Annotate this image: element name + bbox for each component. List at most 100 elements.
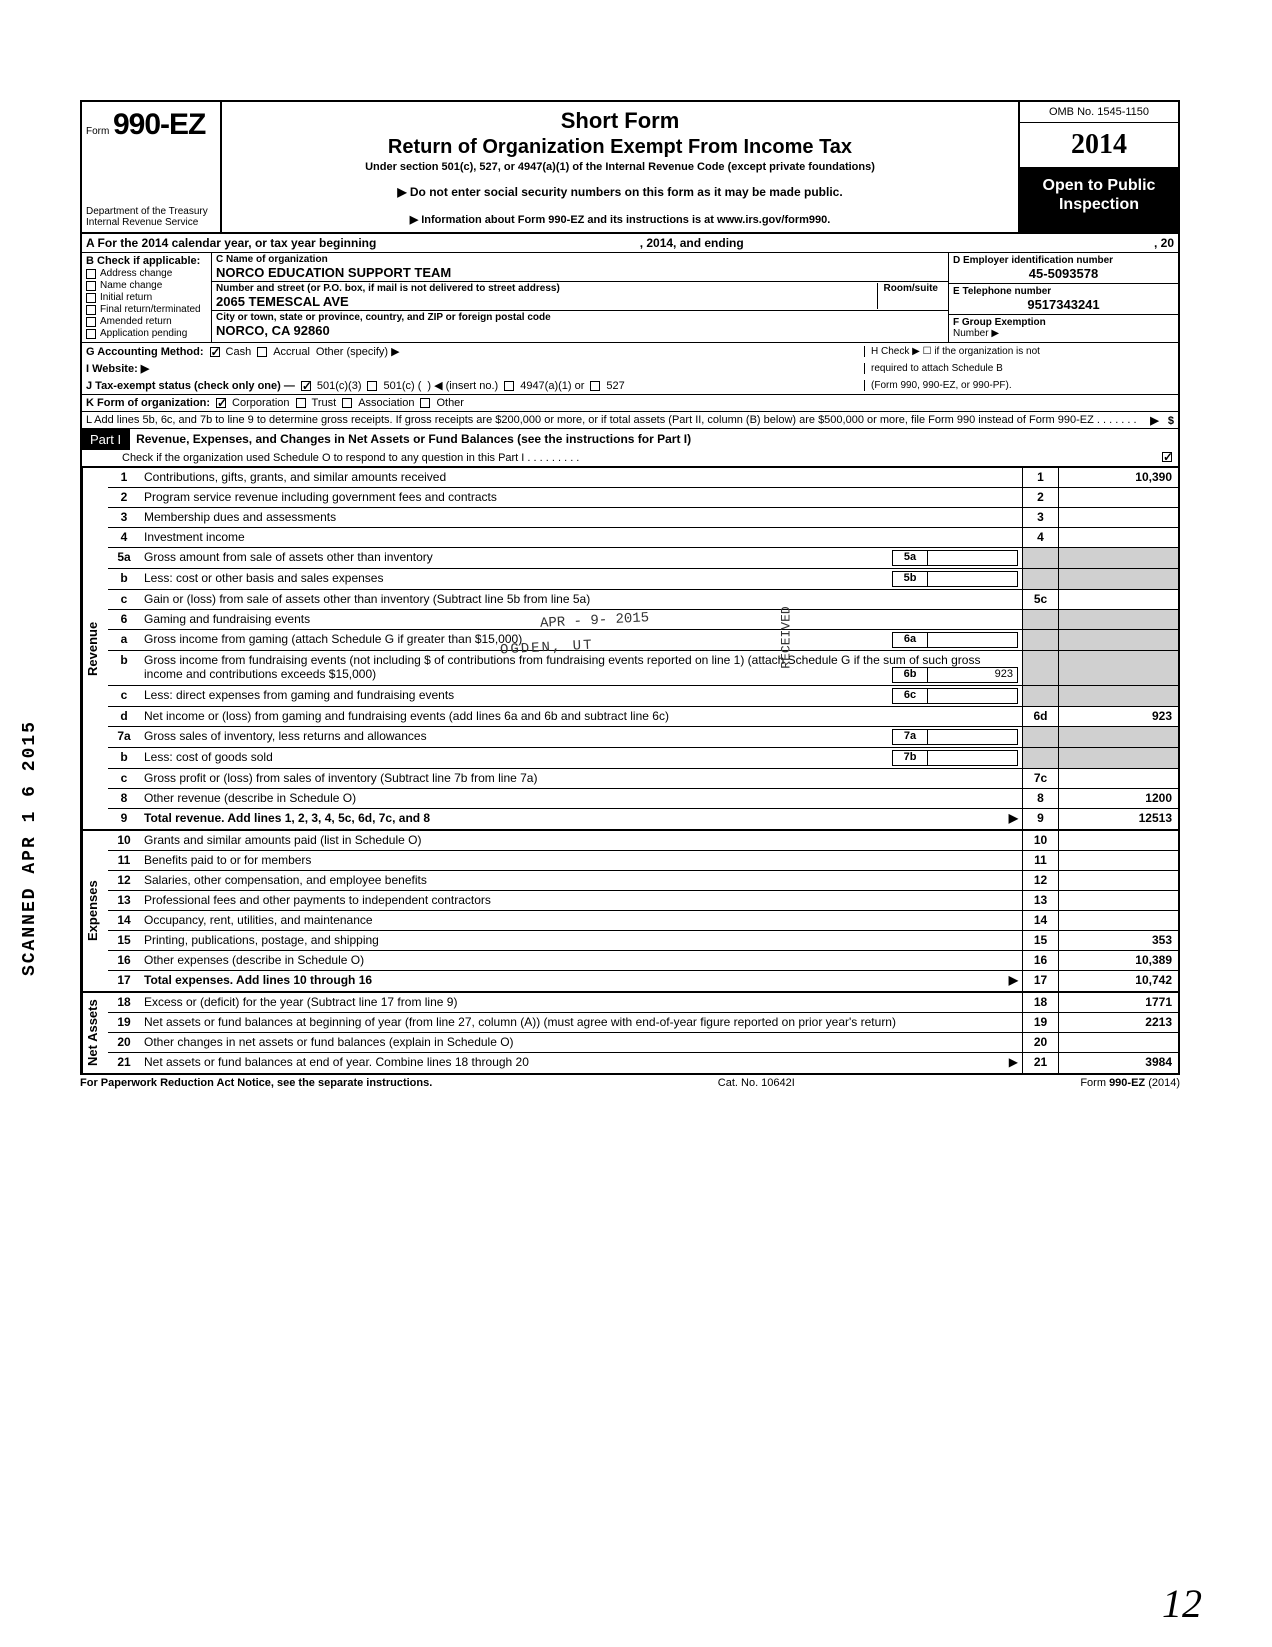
part1-sub-text: Check if the organization used Schedule … xyxy=(122,452,579,464)
chk-accrual[interactable] xyxy=(257,347,267,357)
box-7b: 7b xyxy=(892,750,928,766)
line-7b: b Less: cost of goods sold 7b xyxy=(108,748,1178,769)
row-h: H Check ▶ ☐ if the organization is not xyxy=(864,346,1174,357)
box-6b: 6b xyxy=(892,667,928,683)
line-6b-desc1: Gross income from fundraising events (no… xyxy=(144,653,431,667)
l-text: L Add lines 5b, 6c, and 7b to line 9 to … xyxy=(86,414,1137,426)
line-6a-desc: Gross income from gaming (attach Schedul… xyxy=(144,632,522,646)
footer-right: Form 990-EZ (2014) xyxy=(1080,1077,1180,1089)
chk-corp[interactable] xyxy=(216,398,226,408)
chk-527[interactable] xyxy=(590,381,600,391)
val-6c xyxy=(928,688,1018,704)
side-netassets: Net Assets xyxy=(82,993,108,1073)
h-line3-cell: (Form 990, 990-EZ, or 990-PF). xyxy=(864,380,1174,391)
addr-lbl: Number and street (or P.O. box, if mail … xyxy=(216,283,944,294)
title-short: Short Form xyxy=(230,108,1010,134)
val-5a xyxy=(928,550,1018,566)
line-11: 11 Benefits paid to or for members 11 xyxy=(108,851,1178,871)
chk-amended[interactable]: Amended return xyxy=(86,316,207,327)
chk-other[interactable] xyxy=(420,398,430,408)
l-arrow: ▶ xyxy=(1150,415,1158,427)
footer: For Paperwork Reduction Act Notice, see … xyxy=(80,1077,1180,1089)
title-main: Return of Organization Exempt From Incom… xyxy=(230,136,1010,159)
part1-sub: Check if the organization used Schedule … xyxy=(82,450,1178,467)
row-a-text: A For the 2014 calendar year, or tax yea… xyxy=(86,236,376,250)
form-number: 990-EZ xyxy=(113,108,205,141)
box-6c: 6c xyxy=(892,688,928,704)
line-19: 19 Net assets or fund balances at beginn… xyxy=(108,1013,1178,1033)
k-lbl: K Form of organization: xyxy=(86,397,210,409)
line-5b: b Less: cost or other basis and sales ex… xyxy=(108,569,1178,590)
i-lbl: I Website: ▶ xyxy=(86,362,149,375)
header-mid: Short Form Return of Organization Exempt… xyxy=(222,102,1018,232)
chk-address-change[interactable]: Address change xyxy=(86,268,207,279)
group-lbl: F Group Exemption xyxy=(953,317,1174,328)
l-dollar: $ xyxy=(1168,415,1174,427)
line-6d: d Net income or (loss) from gaming and f… xyxy=(108,707,1178,727)
expenses-lines: 10 Grants and similar amounts paid (list… xyxy=(108,831,1178,991)
g-cash: Cash xyxy=(226,346,252,358)
chk-501c[interactable] xyxy=(367,381,377,391)
g-other: Other (specify) ▶ xyxy=(316,345,400,358)
chk-app-pending[interactable]: Application pending xyxy=(86,328,207,339)
identity-block: B Check if applicable: Address change Na… xyxy=(82,253,1178,343)
line-1: 1 Contributions, gifts, grants, and simi… xyxy=(108,468,1178,488)
subtitle: Under section 501(c), 527, or 4947(a)(1)… xyxy=(230,161,1010,173)
dept1: Department of the Treasury xyxy=(86,206,208,217)
chk-4947[interactable] xyxy=(504,381,514,391)
chk-initial-return[interactable]: Initial return xyxy=(86,292,207,303)
line-16: 16 Other expenses (describe in Schedule … xyxy=(108,951,1178,971)
line-18: 18 Excess or (deficit) for the year (Sub… xyxy=(108,993,1178,1013)
row-l: L Add lines 5b, 6c, and 7b to line 9 to … xyxy=(82,412,1178,429)
row-k: K Form of organization: Corporation Trus… xyxy=(82,395,1178,412)
side-revenue: Revenue xyxy=(82,468,108,829)
val-5b xyxy=(928,571,1018,587)
line-13: 13 Professional fees and other payments … xyxy=(108,891,1178,911)
part1-label: Part I xyxy=(82,429,129,450)
page-number: 12 xyxy=(1162,1580,1202,1627)
dept2: Internal Revenue Service xyxy=(86,217,208,228)
chk-trust[interactable] xyxy=(296,398,306,408)
box-5b: 5b xyxy=(892,571,928,587)
side-expenses: Expenses xyxy=(82,831,108,991)
j-501c3: 501(c)(3) xyxy=(317,380,362,392)
line-17: 17 Total expenses. Add lines 10 through … xyxy=(108,971,1178,991)
k-trust: Trust xyxy=(312,397,337,409)
footer-left: For Paperwork Reduction Act Notice, see … xyxy=(80,1077,432,1089)
line-6c-desc: Less: direct expenses from gaming and fu… xyxy=(144,688,454,702)
col-b: B Check if applicable: Address change Na… xyxy=(82,253,212,342)
note-info: ▶ Information about Form 990-EZ and its … xyxy=(230,213,1010,226)
scanned-stamp: SCANNED APR 1 6 2015 xyxy=(20,720,40,976)
org-name-val: NORCO EDUCATION SUPPORT TEAM xyxy=(216,265,944,280)
row-a-left: A For the 2014 calendar year, or tax yea… xyxy=(82,234,1028,252)
row-i: I Website: ▶ required to attach Schedule… xyxy=(82,360,1178,377)
addr-val: 2065 TEMESCAL AVE xyxy=(216,294,944,309)
j-501c: 501(c) ( xyxy=(383,380,421,392)
footer-mid: Cat. No. 10642I xyxy=(718,1077,795,1089)
row-g: G Accounting Method: Cash Accrual Other … xyxy=(82,343,1178,360)
phone-val: 9517343241 xyxy=(953,297,1174,312)
header: Form 990-EZ Department of the Treasury I… xyxy=(82,102,1178,234)
year-prefix: 20 xyxy=(1071,129,1099,160)
chk-assoc[interactable] xyxy=(342,398,352,408)
line-7b-desc: Less: cost of goods sold xyxy=(144,750,273,764)
addr-row: Room/suite Number and street (or P.O. bo… xyxy=(212,282,948,311)
k-corp: Corporation xyxy=(232,397,289,409)
line-5b-desc: Less: cost or other basis and sales expe… xyxy=(144,571,383,585)
part1-chk[interactable] xyxy=(1162,452,1172,462)
org-name-lbl: C Name of organization xyxy=(216,254,944,265)
box-6a: 6a xyxy=(892,632,928,648)
chk-final-return[interactable]: Final return/terminated xyxy=(86,304,207,315)
part1-title: Revenue, Expenses, and Changes in Net As… xyxy=(129,429,1178,450)
j-insert: ) ◀ (insert no.) xyxy=(427,379,498,392)
chk-cash[interactable] xyxy=(210,347,220,357)
dept: Department of the Treasury Internal Reve… xyxy=(86,206,208,228)
ein-lbl: D Employer identification number xyxy=(953,255,1174,266)
line-8: 8 Other revenue (describe in Schedule O)… xyxy=(108,789,1178,809)
line-7a-desc: Gross sales of inventory, less returns a… xyxy=(144,729,427,743)
line-4: 4 Investment income 4 xyxy=(108,528,1178,548)
chk-name-change[interactable]: Name change xyxy=(86,280,207,291)
form-prefix: Form xyxy=(86,126,109,137)
year-suffix: 14 xyxy=(1099,129,1127,160)
chk-501c3[interactable] xyxy=(301,381,311,391)
